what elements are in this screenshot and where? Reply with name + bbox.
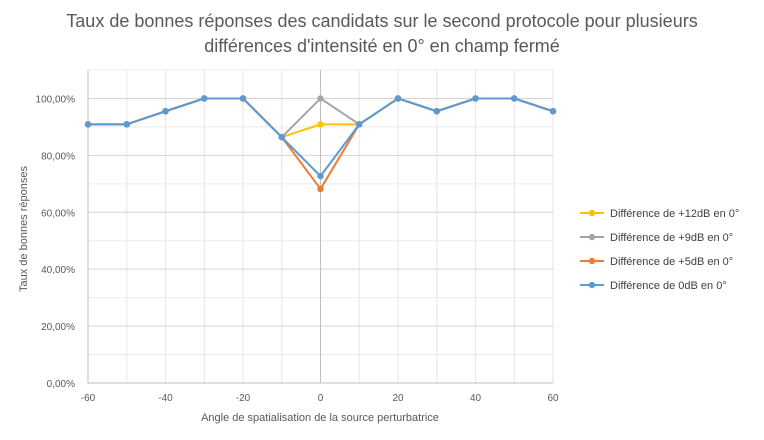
y-axis-label: Taux de bonnes réponses xyxy=(18,166,30,292)
data-point xyxy=(201,95,208,102)
data-point xyxy=(317,95,324,102)
data-point xyxy=(317,172,324,180)
data-point xyxy=(511,95,518,102)
data-point xyxy=(356,121,363,128)
legend-marker xyxy=(588,281,596,289)
x-tick-label: -60 xyxy=(81,393,96,404)
chart-title-line-1: Taux de bonnes réponses des candidats su… xyxy=(66,11,697,31)
data-point xyxy=(549,108,557,115)
y-tick-label: 20,00% xyxy=(41,322,75,333)
series-layer xyxy=(84,95,557,193)
legend-marker xyxy=(588,233,596,241)
x-tick-label: 40 xyxy=(470,393,482,404)
data-point xyxy=(84,121,92,128)
y-tick-label: 40,00% xyxy=(41,265,75,276)
data-point xyxy=(433,108,440,115)
data-point xyxy=(123,121,130,128)
legend-item: Différence de +9dB en 0° xyxy=(580,232,733,244)
data-point xyxy=(278,133,285,141)
y-tick-label: 0,00% xyxy=(47,379,75,390)
x-tick-label: 20 xyxy=(392,393,404,404)
chart-title: Taux de bonnes réponses des candidats su… xyxy=(66,11,697,56)
legend-label: Différence de 0dB en 0° xyxy=(610,280,727,292)
x-axis-label: Angle de spatialisation de la source per… xyxy=(201,412,439,424)
legend-label: Différence de +12dB en 0° xyxy=(610,208,739,220)
series-group xyxy=(84,95,557,180)
y-tick-label: 60,00% xyxy=(41,208,75,219)
legend-item: Différence de 0dB en 0° xyxy=(580,280,727,292)
legend: Différence de +12dB en 0° Différence de +… xyxy=(580,208,739,292)
x-tick-label: 0 xyxy=(318,393,324,404)
data-point xyxy=(394,95,402,102)
data-point xyxy=(162,108,169,115)
x-tick-label: -20 xyxy=(236,393,251,404)
data-point xyxy=(317,121,324,128)
data-point xyxy=(239,95,247,102)
y-tick-label: 80,00% xyxy=(41,151,75,162)
chart-title-line-2: différences d'intensité en 0° en champ f… xyxy=(204,36,560,56)
x-tick-label: -40 xyxy=(158,393,173,404)
axes xyxy=(87,70,553,384)
data-point xyxy=(472,95,479,102)
data-point xyxy=(317,185,324,193)
legend-label: Différence de +9dB en 0° xyxy=(610,232,733,244)
legend-item: Différence de +5dB en 0° xyxy=(580,256,733,268)
legend-item: Différence de +12dB en 0° xyxy=(580,208,739,220)
y-tick-label: 100,00% xyxy=(36,94,76,105)
legend-label: Différence de +5dB en 0° xyxy=(610,256,733,268)
legend-marker xyxy=(588,209,596,217)
tick-labels: -60 -40 -20 0 20 40 60 0,00% 20,00% 40,00% 60,00% 8… xyxy=(36,94,559,404)
legend-marker xyxy=(588,257,596,265)
x-tick-label: 60 xyxy=(547,393,559,404)
